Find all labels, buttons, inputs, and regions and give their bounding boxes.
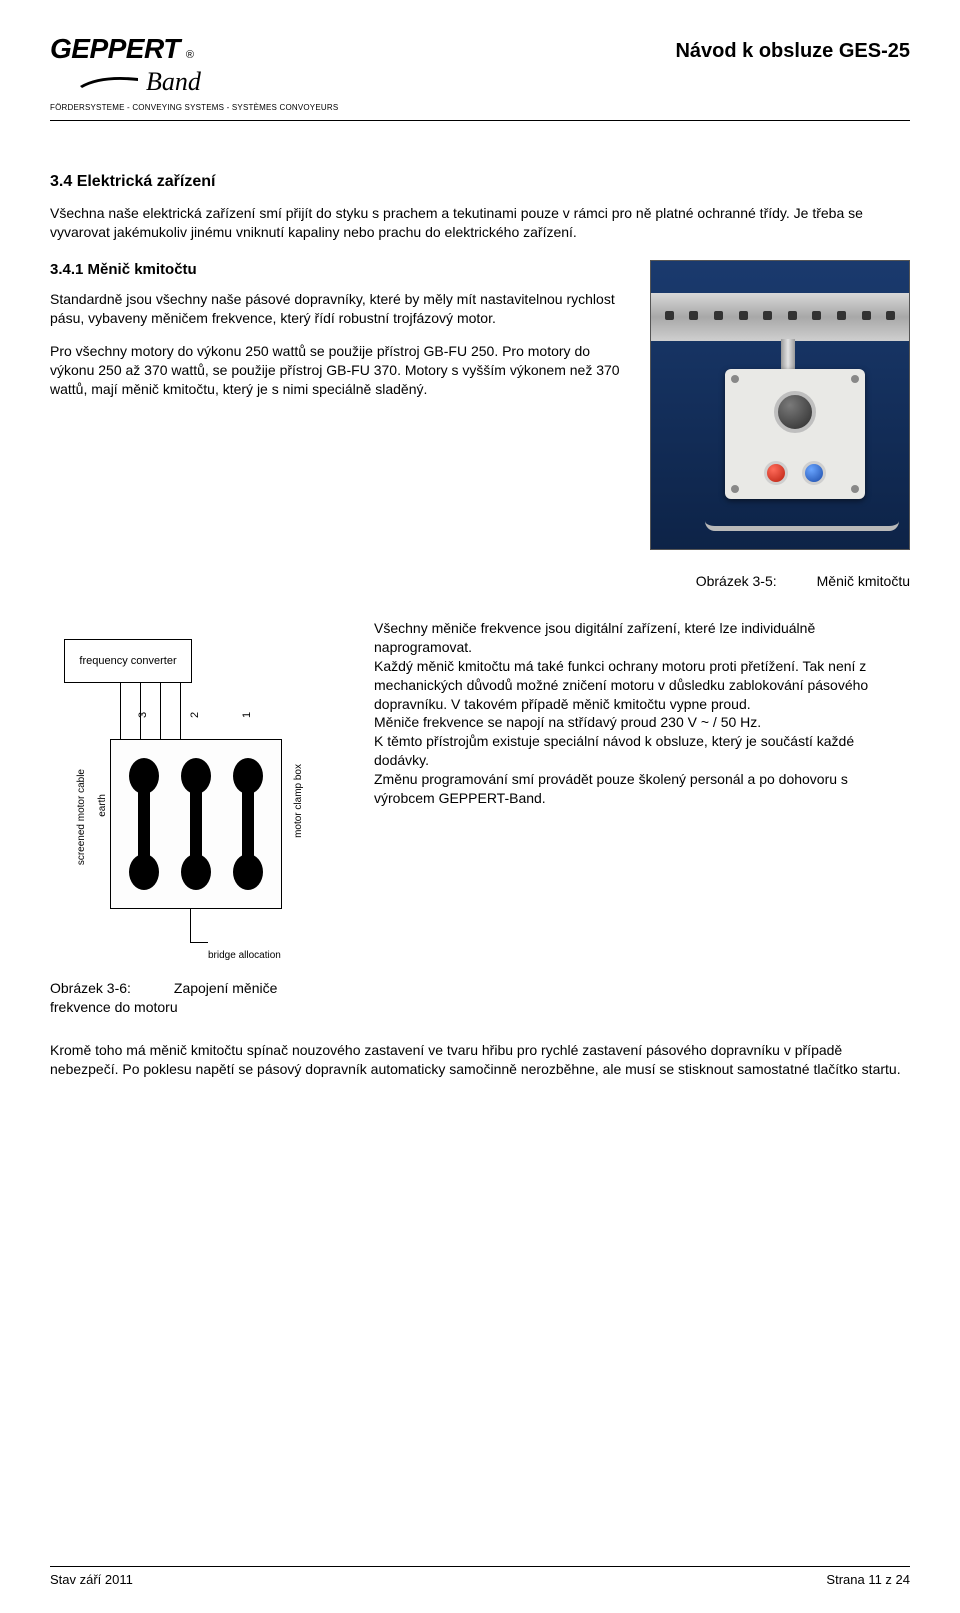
right-p3: Měniče frekvence se napojí na střídavý p… xyxy=(374,713,910,732)
figure-3-6-diagram: frequency converter screened motor cable… xyxy=(50,619,350,973)
section-3-4-intro: Všechna naše elektrická zařízení smí při… xyxy=(50,204,910,242)
terminal-3-label: 3 xyxy=(136,712,151,718)
figure-3-6-caption: Obrázek 3-6: Zapojení měniče frekvence d… xyxy=(50,979,350,1017)
logo-wordmark: GEPPERT xyxy=(50,30,180,68)
page-footer: Stav září 2011 Strana 11 z 24 xyxy=(50,1566,910,1589)
swoosh-icon xyxy=(80,74,140,88)
motor-clamp-label: motor clamp box xyxy=(292,764,306,838)
right-p2: Každý měnič kmitočtu má také funkci ochr… xyxy=(374,657,910,714)
right-p4: K těmto přístrojům existuje speciální ná… xyxy=(374,732,910,770)
bridge-allocation-label: bridge allocation xyxy=(208,949,281,963)
freq-converter-box: frequency converter xyxy=(64,639,192,683)
right-text-column: Všechny měniče frekvence jsou digitální … xyxy=(374,619,910,1017)
motor-clamp-box-frame xyxy=(110,739,282,909)
section-3-4-1-p2: Pro všechny motory do výkonu 250 wattů s… xyxy=(50,342,630,399)
dial-knob-icon xyxy=(774,391,816,433)
footer-left: Stav září 2011 xyxy=(50,1571,133,1589)
right-p1: Všechny měniče frekvence jsou digitální … xyxy=(374,619,910,657)
frequency-converter-device xyxy=(725,369,865,499)
footer-right: Strana 11 z 24 xyxy=(826,1571,910,1589)
earth-label: earth xyxy=(96,794,110,817)
section-3-4-1-heading: 3.4.1 Měnič kmitočtu xyxy=(50,260,630,280)
start-button-icon xyxy=(802,461,826,485)
section-3-4-1-p1: Standardně jsou všechny naše pásové dopr… xyxy=(50,290,630,328)
section-3-4-heading: 3.4 Elektrická zařízení xyxy=(50,171,910,193)
right-p5: Změnu programování smí provádět pouze šk… xyxy=(374,770,910,808)
screened-label: screened motor cable xyxy=(75,769,89,865)
logo-block: GEPPERT ® Band FÖRDERSYSTEME - CONVEYING… xyxy=(50,30,338,114)
figure-3-5-caption: Obrázek 3-5: Měnič kmitočtu xyxy=(50,572,910,591)
stop-button-icon xyxy=(764,461,788,485)
figure-3-6-text-l2: frekvence do motoru xyxy=(50,999,178,1015)
terminal-1-label: 1 xyxy=(240,712,255,718)
logo-tagline: FÖRDERSYSTEME - CONVEYING SYSTEMS - SYST… xyxy=(50,103,338,114)
figure-3-6-label: Obrázek 3-6: xyxy=(50,979,170,998)
document-title: Návod k obsluze GES-25 xyxy=(675,38,910,65)
logo-subword: Band xyxy=(146,64,201,99)
registered-icon: ® xyxy=(186,48,194,63)
figure-3-5-label: Obrázek 3-5: xyxy=(696,572,777,591)
figure-3-6-text-l1: Zapojení měniče xyxy=(174,980,278,996)
figure-3-5-photo xyxy=(650,260,910,550)
bottom-paragraph: Kromě toho má měnič kmitočtu spínač nouz… xyxy=(50,1041,910,1079)
page-header: GEPPERT ® Band FÖRDERSYSTEME - CONVEYING… xyxy=(50,30,910,121)
figure-3-5-text: Měnič kmitočtu xyxy=(817,572,910,591)
cable-icon xyxy=(705,521,899,531)
terminal-2-label: 2 xyxy=(188,712,203,718)
